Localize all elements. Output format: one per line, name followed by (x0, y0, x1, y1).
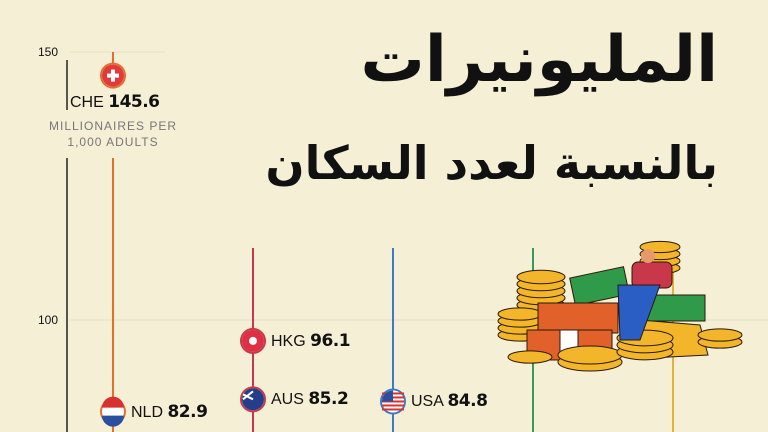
data-label-usa: USA 84.8 (411, 391, 488, 412)
hong-kong-flag-icon (240, 327, 266, 354)
value: 96.1 (310, 330, 351, 351)
country-code: HKG (271, 332, 311, 350)
unit-label: MILLIONAIRES PER 1,000 ADULTS (48, 119, 178, 149)
australia-flag-icon (240, 386, 266, 413)
usa-flag-icon (380, 388, 406, 415)
data-label-nld: NLD 82.9 (131, 401, 208, 422)
value: 145.6 (108, 91, 160, 112)
country-code: CHE (70, 93, 109, 111)
value: 82.9 (167, 401, 208, 422)
value: 84.8 (447, 391, 488, 412)
netherlands-flag-icon (100, 396, 126, 427)
y-tick-100: 100 (38, 313, 59, 327)
country-code: USA (411, 393, 448, 411)
data-label-che: CHE 145.6 (70, 92, 160, 112)
money-pile-illustration (497, 240, 743, 372)
y-tick-150: 150 (38, 45, 59, 59)
country-code: NLD (131, 403, 168, 421)
page-subtitle: بالنسبة لعدد السكان (265, 136, 718, 190)
switzerland-flag-icon (100, 62, 126, 89)
country-code: AUS (271, 391, 309, 409)
page-title: المليونيرات (360, 23, 718, 97)
data-label-aus: AUS 85.2 (271, 389, 349, 410)
data-label-hkg: HKG 96.1 (271, 330, 351, 351)
value: 85.2 (308, 389, 349, 410)
